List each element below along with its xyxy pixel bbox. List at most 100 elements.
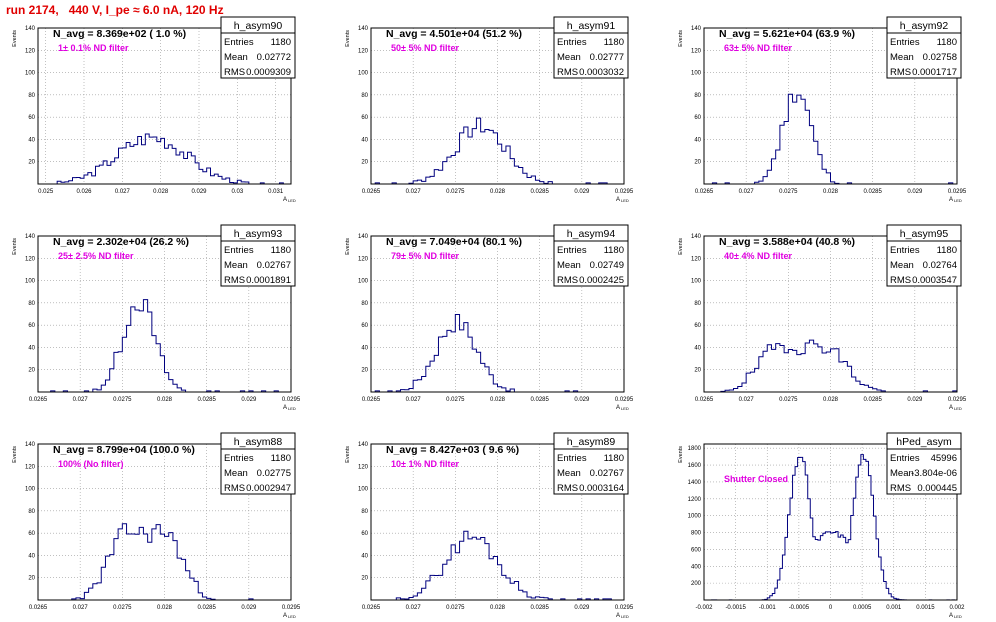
plot-frame xyxy=(703,443,958,601)
x-tick-label: 0.028 xyxy=(157,605,173,611)
x-tick-label: 0.0275 xyxy=(779,189,798,195)
stats-key: RMS xyxy=(557,275,578,286)
y-tick-label: 1000 xyxy=(688,514,702,520)
histogram-line xyxy=(371,314,624,393)
y-tick-label: 100 xyxy=(25,279,36,285)
x-axis-label: A xyxy=(949,405,953,411)
stats-value: 1180 xyxy=(271,245,291,256)
x-tick-label: 0.028 xyxy=(823,397,839,403)
y-axis-label: Events xyxy=(678,30,684,47)
x-tick-label: 0.0275 xyxy=(446,397,465,403)
filter-annotation: 25± 2.5% ND filter xyxy=(58,251,134,261)
stats-box: h_asym94 Entries 1180 Mean 0.02749 RMS 0.00024… xyxy=(553,224,629,287)
y-tick-label: 40 xyxy=(28,345,35,351)
histogram-pad-hPed_asym: -0.002 -0.0015 -0.001 -0.0005 0 0.0005 0.001 0.… xyxy=(678,432,965,619)
stats-value: 0.0009309 xyxy=(246,67,291,78)
x-axis-label-sub: LED xyxy=(954,198,962,203)
x-tick-label: 0.027 xyxy=(406,189,422,195)
navg-label: N_avg = 5.621e+04 (63.9 %) xyxy=(719,28,855,40)
stats-value: 0.02772 xyxy=(257,52,291,63)
x-tick-label: 0.031 xyxy=(268,189,284,195)
stats-key: RMS xyxy=(557,67,578,78)
y-tick-label: 140 xyxy=(358,442,369,448)
stats-title: h_asym91 xyxy=(567,20,616,32)
y-tick-label: 120 xyxy=(358,256,369,262)
stats-value: 0.02767 xyxy=(590,468,624,479)
y-tick-label: 1400 xyxy=(688,480,702,486)
stats-key: Entries xyxy=(890,245,920,256)
x-axis-label: A xyxy=(616,197,620,203)
stats-frame xyxy=(220,224,296,287)
stats-key: Mean xyxy=(890,52,914,63)
plot-frame xyxy=(370,235,625,393)
stats-box: h_asym91 Entries 1180 Mean 0.02777 RMS 0.00030… xyxy=(553,16,629,79)
filter-annotation: 10± 1% ND filter xyxy=(391,459,459,469)
y-tick-label: 80 xyxy=(28,301,35,307)
y-tick-label: 80 xyxy=(694,301,701,307)
x-tick-label: 0.0015 xyxy=(916,605,935,611)
y-axis-label: Events xyxy=(12,238,18,255)
plot-frame xyxy=(703,27,958,185)
stats-key: Entries xyxy=(224,245,254,256)
stats-key: RMS xyxy=(890,483,911,494)
x-tick-label: 0.0295 xyxy=(282,605,301,611)
y-axis-label: Events xyxy=(345,238,351,255)
x-tick-label: 0.0295 xyxy=(282,397,301,403)
stats-title: h_asym95 xyxy=(900,228,949,240)
x-tick-label: 0.0005 xyxy=(853,605,872,611)
y-tick-label: 140 xyxy=(691,26,702,32)
y-tick-label: 140 xyxy=(25,442,36,448)
stats-value: 1180 xyxy=(937,245,957,256)
x-tick-label: 0 xyxy=(829,605,833,611)
y-tick-label: 40 xyxy=(361,137,368,143)
x-axis-label-sub: LED xyxy=(288,198,296,203)
y-tick-label: 140 xyxy=(25,234,36,240)
x-tick-label: 0.0295 xyxy=(948,189,967,195)
x-axis-label: A xyxy=(283,613,287,619)
x-tick-label: 0.0275 xyxy=(113,605,132,611)
y-tick-label: 100 xyxy=(25,487,36,493)
y-tick-label: 120 xyxy=(358,48,369,54)
x-tick-label: 0.0275 xyxy=(113,397,132,403)
x-axis-label-sub: LED xyxy=(621,614,629,619)
plot-frame xyxy=(703,235,958,393)
x-tick-label: 0.027 xyxy=(73,605,89,611)
x-axis-label: A xyxy=(949,613,953,619)
y-tick-label: 40 xyxy=(361,345,368,351)
y-axis-label: Events xyxy=(678,238,684,255)
stats-key: Entries xyxy=(890,453,920,464)
y-tick-label: 60 xyxy=(694,115,701,121)
x-tick-label: 0.028 xyxy=(153,189,169,195)
histogram-pad-h_asym92: 0.0265 0.027 0.0275 0.028 0.0285 0.029 0.0295 2… xyxy=(678,16,967,203)
y-tick-label: 80 xyxy=(361,509,368,515)
stats-value: 0.0003032 xyxy=(579,67,624,78)
y-tick-label: 120 xyxy=(25,48,36,54)
y-tick-label: 20 xyxy=(361,160,368,166)
histogram-line xyxy=(371,530,624,601)
y-tick-label: 20 xyxy=(694,368,701,374)
stats-frame xyxy=(553,224,629,287)
y-tick-label: 20 xyxy=(361,368,368,374)
y-tick-label: 800 xyxy=(691,531,702,537)
stats-key: RMS xyxy=(224,67,245,78)
y-tick-label: 140 xyxy=(25,26,36,32)
x-tick-label: 0.0275 xyxy=(779,397,798,403)
stats-frame xyxy=(886,432,962,495)
x-tick-label: 0.001 xyxy=(886,605,902,611)
stats-frame xyxy=(553,16,629,79)
x-tick-label: 0.0265 xyxy=(695,397,714,403)
navg-label: N_avg = 3.588e+04 (40.8 %) xyxy=(719,236,855,248)
x-tick-label: 0.0275 xyxy=(446,605,465,611)
x-axis-label: A xyxy=(283,197,287,203)
stats-value: 1180 xyxy=(271,453,291,464)
x-axis-label-sub: LED xyxy=(288,406,296,411)
stats-value: 0.02749 xyxy=(590,260,624,271)
navg-label: N_avg = 2.302e+04 (26.2 %) xyxy=(53,236,189,248)
x-axis-label-sub: LED xyxy=(954,614,962,619)
y-tick-label: 120 xyxy=(691,256,702,262)
x-axis-label: A xyxy=(616,613,620,619)
x-tick-label: 0.028 xyxy=(490,397,506,403)
stats-key: Mean xyxy=(890,260,914,271)
stats-value: 0.0002425 xyxy=(579,275,624,286)
